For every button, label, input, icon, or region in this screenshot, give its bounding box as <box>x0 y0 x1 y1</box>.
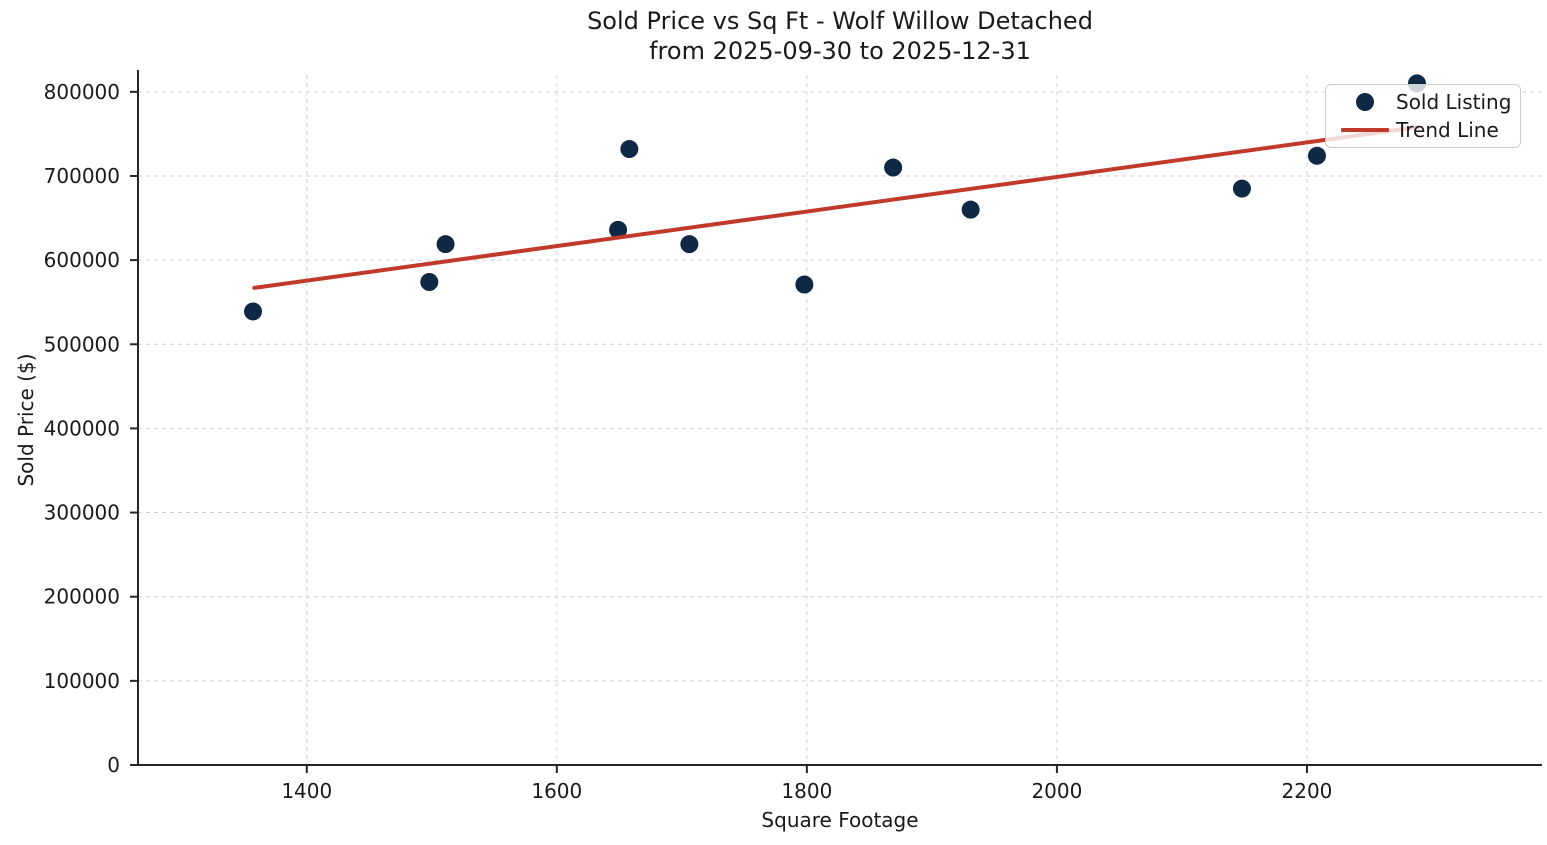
trend-line <box>252 125 1419 290</box>
y-tick-label: 600000 <box>44 248 120 272</box>
scatter-point <box>244 302 263 321</box>
scatter-point <box>1307 146 1326 165</box>
scatter-point <box>884 158 903 177</box>
y-tick-label: 500000 <box>44 332 120 356</box>
chart-title-block: Sold Price vs Sq Ft - Wolf Willow Detach… <box>138 6 1542 66</box>
trend-line-marker-icon <box>1341 128 1389 133</box>
chart-subtitle: from 2025-09-30 to 2025-12-31 <box>649 37 1031 65</box>
y-tick-label: 700000 <box>44 164 120 188</box>
scatter-point <box>436 235 455 254</box>
page-title: Sold Price vs Sq Ft - Wolf Willow Detach… <box>587 7 1093 35</box>
legend-label-sold-listing: Sold Listing <box>1396 89 1512 114</box>
x-tick-label: 2200 <box>1282 779 1333 803</box>
x-tick-label: 1800 <box>781 779 832 803</box>
scatter-point <box>609 220 628 239</box>
y-tick-label: 800000 <box>44 80 120 104</box>
x-tick-label: 1400 <box>281 779 332 803</box>
x-axis-label: Square Footage <box>761 808 919 832</box>
y-tick-label: 400000 <box>44 416 120 440</box>
scatter-point <box>1232 179 1251 198</box>
legend: Sold Listing Trend Line <box>1325 84 1521 148</box>
scatter-point <box>795 275 814 294</box>
scatter-point <box>620 140 639 159</box>
scatter-point <box>680 235 699 254</box>
legend-item-sold-listing: Sold Listing <box>1334 88 1512 116</box>
scatter-point <box>420 273 439 291</box>
x-tick-label: 1600 <box>531 779 582 803</box>
y-tick-label: 0 <box>107 753 120 777</box>
y-tick-label: 300000 <box>44 501 120 525</box>
scatter-point <box>961 200 980 219</box>
legend-item-trend-line: Trend Line <box>1334 116 1512 144</box>
y-tick-label: 200000 <box>44 585 120 609</box>
legend-label-trend-line: Trend Line <box>1396 118 1499 143</box>
x-tick-label: 2000 <box>1031 779 1082 803</box>
sold-listing-marker-icon <box>1356 92 1374 111</box>
y-tick-label: 100000 <box>44 669 120 693</box>
